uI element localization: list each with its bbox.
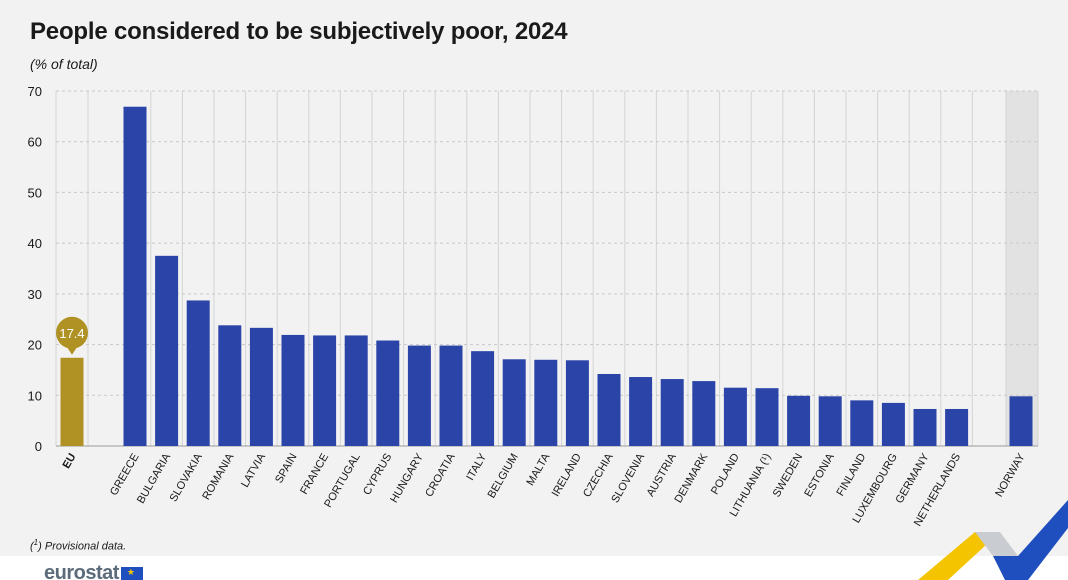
x-tick-label: CROATIA xyxy=(423,451,458,499)
bar-italy xyxy=(471,351,495,446)
bar-sweden xyxy=(787,395,811,446)
x-tick-label: CZECHIA xyxy=(581,451,616,499)
logo-text: eurostat xyxy=(44,562,119,580)
chart-title: People considered to be subjectively poo… xyxy=(30,18,568,45)
bar-luxembourg xyxy=(881,402,905,446)
x-tick-label: HUNGARY xyxy=(388,451,426,505)
bar-slovenia xyxy=(629,377,653,446)
footnote-open: ( xyxy=(30,540,34,553)
bar-malta xyxy=(534,359,558,446)
x-tick-label: ITALY xyxy=(464,451,489,483)
bar-greece xyxy=(123,106,147,446)
bar-czechia xyxy=(597,373,621,446)
y-tick-label: 0 xyxy=(35,439,42,454)
bar-croatia xyxy=(439,345,463,446)
bar-france xyxy=(313,335,337,446)
x-tick-label: SWEDEN xyxy=(771,451,806,499)
eu-callout-bubble xyxy=(56,316,88,349)
bar-denmark xyxy=(692,381,716,446)
y-tick-label: 20 xyxy=(28,338,42,353)
y-tick-label: 60 xyxy=(28,135,42,150)
bar-eu xyxy=(60,357,84,446)
y-tick-label: 50 xyxy=(28,185,42,200)
x-tick-label: IRELAND xyxy=(550,451,584,498)
bar-poland xyxy=(723,387,747,446)
y-tick-label: 10 xyxy=(28,388,42,403)
bar-bulgaria xyxy=(155,255,179,446)
bar-slovakia xyxy=(186,300,210,446)
x-tick-label: LATVIA xyxy=(239,451,268,490)
x-tick-label: ROMANIA xyxy=(200,451,236,502)
footnote: (1) Provisional data. xyxy=(30,538,126,553)
footnote-marker: 1 xyxy=(33,538,39,547)
x-tick-label: SPAIN xyxy=(273,451,300,485)
footnote-text: Provisional data. xyxy=(41,540,127,553)
bar-romania xyxy=(218,325,242,446)
bar-spain xyxy=(281,334,305,446)
x-tick-label: FINLAND xyxy=(834,451,868,498)
y-tick-label: 40 xyxy=(28,236,42,251)
x-tick-label: AUSTRIA xyxy=(645,451,680,499)
x-tick-label: FRANCE xyxy=(298,452,331,497)
footnote-close: ) xyxy=(38,540,42,553)
bar-netherlands xyxy=(945,408,969,446)
bar-portugal xyxy=(344,335,368,446)
x-tick-label: EU xyxy=(61,451,79,470)
bar-ireland xyxy=(565,360,589,446)
highlight-band xyxy=(1006,91,1038,446)
x-tick-label: NORWAY xyxy=(993,451,1028,499)
footer-band xyxy=(0,556,1068,580)
bar-austria xyxy=(660,379,684,446)
bar-hungary xyxy=(407,345,431,446)
x-tick-label: BELGIUM xyxy=(486,452,521,501)
chart-subtitle: (% of total) xyxy=(30,56,98,72)
bar-belgium xyxy=(502,359,526,446)
x-tick-label: DENMARK xyxy=(672,451,710,505)
x-tick-label: SLOVENIA xyxy=(609,451,647,505)
eu-value-label: 17.4 xyxy=(59,326,84,341)
bar-latvia xyxy=(249,327,273,446)
eu-flag-icon xyxy=(120,567,143,580)
x-tick-label: MALTA xyxy=(524,451,552,488)
bar-germany xyxy=(913,408,937,446)
eurostat-logo: eurostat xyxy=(44,563,143,580)
x-tick-label: POLAND xyxy=(709,451,742,496)
x-tick-label: GREECE xyxy=(108,452,142,498)
bar-finland xyxy=(850,400,874,446)
y-tick-label: 30 xyxy=(28,287,42,302)
x-tick-label: CYPRUS xyxy=(361,452,394,498)
bar-norway xyxy=(1009,396,1033,446)
bar-lithuania xyxy=(755,388,779,446)
x-tick-label: ESTONIA xyxy=(802,451,837,499)
bar-estonia xyxy=(818,396,842,446)
bar-cyprus xyxy=(376,340,400,446)
y-tick-label: 70 xyxy=(28,84,42,99)
